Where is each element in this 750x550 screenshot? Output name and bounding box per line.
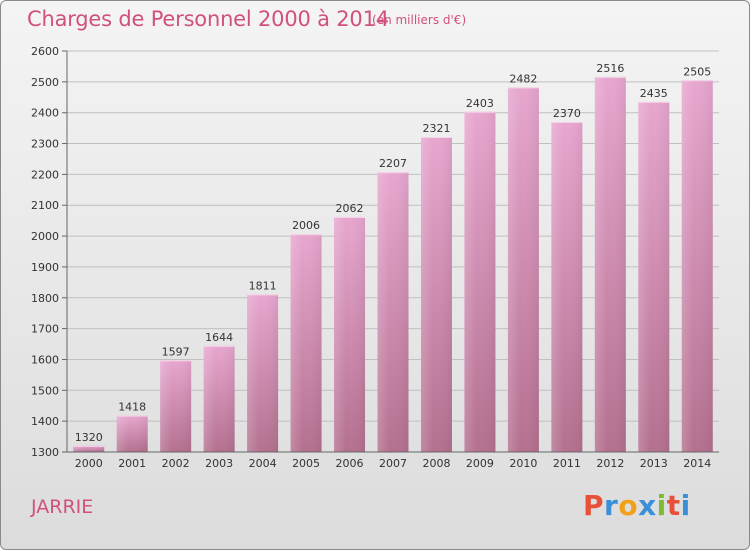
x-tick-label-2013: 2013	[640, 457, 668, 470]
logo-letter: r	[604, 489, 619, 522]
data-label-2006: 2062	[336, 202, 364, 215]
y-tick-label: 1400	[31, 415, 59, 428]
x-tick-label-2012: 2012	[596, 457, 624, 470]
bar-shading-2007	[377, 172, 409, 452]
x-tick-label-2005: 2005	[292, 457, 320, 470]
data-label-2013: 2435	[640, 87, 668, 100]
x-tick-label-2006: 2006	[336, 457, 364, 470]
bar-shading-2006	[334, 216, 366, 452]
x-tick-label-2003: 2003	[205, 457, 233, 470]
bar-shading-2000	[73, 445, 105, 452]
data-label-2010: 2482	[509, 72, 537, 85]
bar-shading-2010	[507, 87, 539, 452]
town-name: JARRIE	[31, 496, 94, 518]
data-label-2007: 2207	[379, 157, 407, 170]
y-tick-label: 1300	[31, 446, 59, 459]
bar-shading-2014	[681, 80, 713, 453]
data-label-2001: 1418	[118, 401, 146, 414]
bar-shading-2002	[160, 360, 192, 452]
x-tick-label-2009: 2009	[466, 457, 494, 470]
logo-letter: i	[680, 489, 691, 522]
logo-letter: i	[656, 489, 667, 522]
x-tick-label-2011: 2011	[553, 457, 581, 470]
y-tick-label: 2400	[31, 107, 59, 120]
chart-subtitle: (en milliers d'€)	[372, 13, 467, 27]
data-label-2008: 2321	[422, 122, 450, 135]
bar-shading-2005	[290, 234, 322, 452]
data-label-2012: 2516	[596, 62, 624, 75]
x-tick-label-2000: 2000	[75, 457, 103, 470]
data-label-2011: 2370	[553, 107, 581, 120]
bar-shading-2009	[464, 111, 496, 453]
bar-shading-2012	[594, 76, 626, 452]
logo-letter: t	[666, 489, 681, 522]
x-tick-label-2010: 2010	[509, 457, 537, 470]
y-tick-label: 1600	[31, 353, 59, 366]
bar-shading-2004	[247, 294, 279, 452]
data-label-2000: 1320	[75, 431, 103, 444]
logo-letter: P	[583, 489, 605, 522]
data-label-2002: 1597	[162, 345, 190, 358]
proxiti-logo: Proxiti	[583, 489, 691, 522]
data-label-2004: 1811	[249, 279, 277, 292]
logo-letter: o	[618, 489, 639, 522]
x-tick-label-2007: 2007	[379, 457, 407, 470]
y-tick-label: 1700	[31, 323, 59, 336]
bar-shading-2013	[638, 101, 670, 453]
x-tick-label-2008: 2008	[422, 457, 450, 470]
y-tick-label: 2300	[31, 138, 59, 151]
data-label-2009: 2403	[466, 97, 494, 110]
bar-shading-2003	[203, 345, 235, 452]
y-tick-label: 1800	[31, 292, 59, 305]
x-tick-label-2002: 2002	[162, 457, 190, 470]
data-label-2014: 2505	[683, 65, 711, 78]
x-tick-label-2014: 2014	[683, 457, 711, 470]
bar-shading-2008	[420, 137, 452, 452]
data-label-2005: 2006	[292, 219, 320, 232]
x-tick-label-2001: 2001	[118, 457, 146, 470]
x-tick-label-2004: 2004	[249, 457, 277, 470]
logo-letter: x	[638, 489, 657, 522]
bar-shading-2011	[551, 121, 583, 452]
y-tick-label: 2600	[31, 45, 59, 58]
y-tick-label: 2000	[31, 230, 59, 243]
chart-title: Charges de Personnel 2000 à 2014	[27, 7, 389, 31]
y-tick-label: 2500	[31, 76, 59, 89]
y-tick-label: 2200	[31, 168, 59, 181]
y-tick-label: 1900	[31, 261, 59, 274]
data-label-2003: 1644	[205, 331, 233, 344]
y-tick-label: 2100	[31, 199, 59, 212]
y-tick-label: 1500	[31, 384, 59, 397]
bar-shading-2001	[116, 415, 148, 452]
